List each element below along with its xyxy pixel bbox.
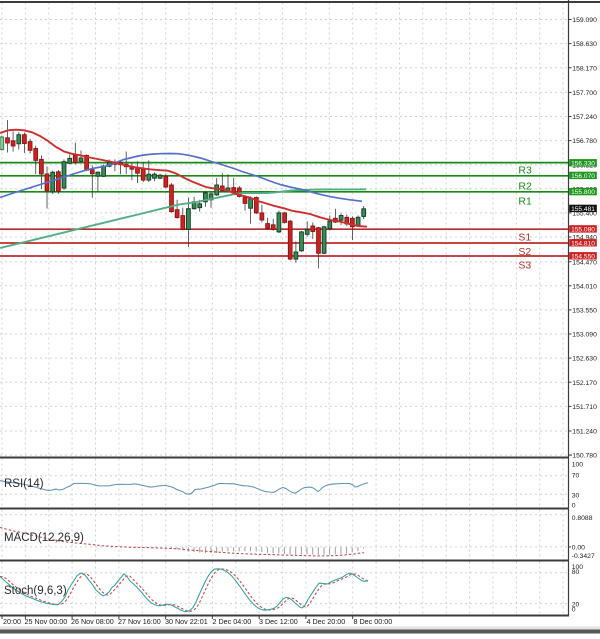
svg-text:0: 0 [572, 606, 576, 613]
svg-text:0: 0 [572, 503, 576, 510]
svg-text:0.8088: 0.8088 [572, 515, 593, 522]
svg-text:S2: S2 [518, 246, 531, 258]
svg-text:158.170: 158.170 [572, 65, 597, 72]
svg-text:152.630: 152.630 [572, 356, 597, 363]
svg-text:156.780: 156.780 [572, 138, 597, 145]
svg-text:30: 30 [572, 492, 580, 499]
svg-text:154.470: 154.470 [572, 259, 597, 266]
svg-text:154.810: 154.810 [571, 240, 595, 247]
svg-text:155.800: 155.800 [571, 189, 595, 196]
svg-text:154.010: 154.010 [572, 283, 597, 290]
svg-text:156.070: 156.070 [571, 173, 595, 180]
svg-text:157.700: 157.700 [572, 90, 597, 97]
svg-text:S1: S1 [518, 232, 531, 244]
svg-text:154.550: 154.550 [571, 253, 595, 260]
svg-text:3 Dec 12:00: 3 Dec 12:00 [259, 617, 298, 626]
svg-text:151.710: 151.710 [572, 404, 597, 411]
svg-text:RSI(14): RSI(14) [4, 478, 44, 490]
svg-text:158.630: 158.630 [572, 41, 597, 48]
svg-text:-0.3427: -0.3427 [572, 553, 595, 560]
svg-text:R3: R3 [518, 164, 532, 176]
svg-text:156.330: 156.330 [571, 160, 595, 167]
svg-text:154.940: 154.940 [572, 235, 597, 242]
svg-text:4 Dec 20:00: 4 Dec 20:00 [307, 617, 346, 626]
svg-text:Stoch(9,6,3): Stoch(9,6,3) [4, 585, 67, 597]
svg-text:27 Nov 16:00: 27 Nov 16:00 [118, 617, 161, 626]
svg-text:155.481: 155.481 [571, 206, 595, 213]
svg-text:30 Nov 22:01: 30 Nov 22:01 [165, 617, 208, 626]
svg-text:100: 100 [572, 462, 584, 469]
svg-text:153.090: 153.090 [572, 332, 597, 339]
svg-text:157.240: 157.240 [572, 114, 597, 121]
svg-text:159.090: 159.090 [572, 17, 597, 24]
svg-text:S3: S3 [518, 260, 531, 272]
svg-text:R2: R2 [518, 180, 532, 192]
svg-text:151.240: 151.240 [572, 429, 597, 436]
svg-text:MACD(12,26,9): MACD(12,26,9) [4, 532, 84, 544]
svg-text:100: 100 [572, 564, 584, 571]
svg-text:155.400: 155.400 [572, 211, 597, 218]
svg-text:155.080: 155.080 [571, 226, 595, 233]
svg-text:152.170: 152.170 [572, 380, 597, 387]
svg-text:20: 20 [572, 602, 580, 609]
svg-text:R1: R1 [518, 196, 532, 208]
svg-text:20:00: 20:00 [3, 617, 21, 626]
svg-text:0.00: 0.00 [572, 545, 585, 552]
svg-text:2 Dec 04:00: 2 Dec 04:00 [213, 617, 252, 626]
svg-text:153.550: 153.550 [572, 308, 597, 315]
svg-text:80: 80 [572, 569, 580, 576]
svg-text:26 Nov 08:00: 26 Nov 08:00 [71, 617, 114, 626]
svg-text:25 Nov 00:00: 25 Nov 00:00 [25, 617, 68, 626]
svg-text:70: 70 [572, 473, 580, 480]
svg-text:150.780: 150.780 [572, 453, 597, 460]
svg-text:8 Dec 00:00: 8 Dec 00:00 [354, 617, 393, 626]
